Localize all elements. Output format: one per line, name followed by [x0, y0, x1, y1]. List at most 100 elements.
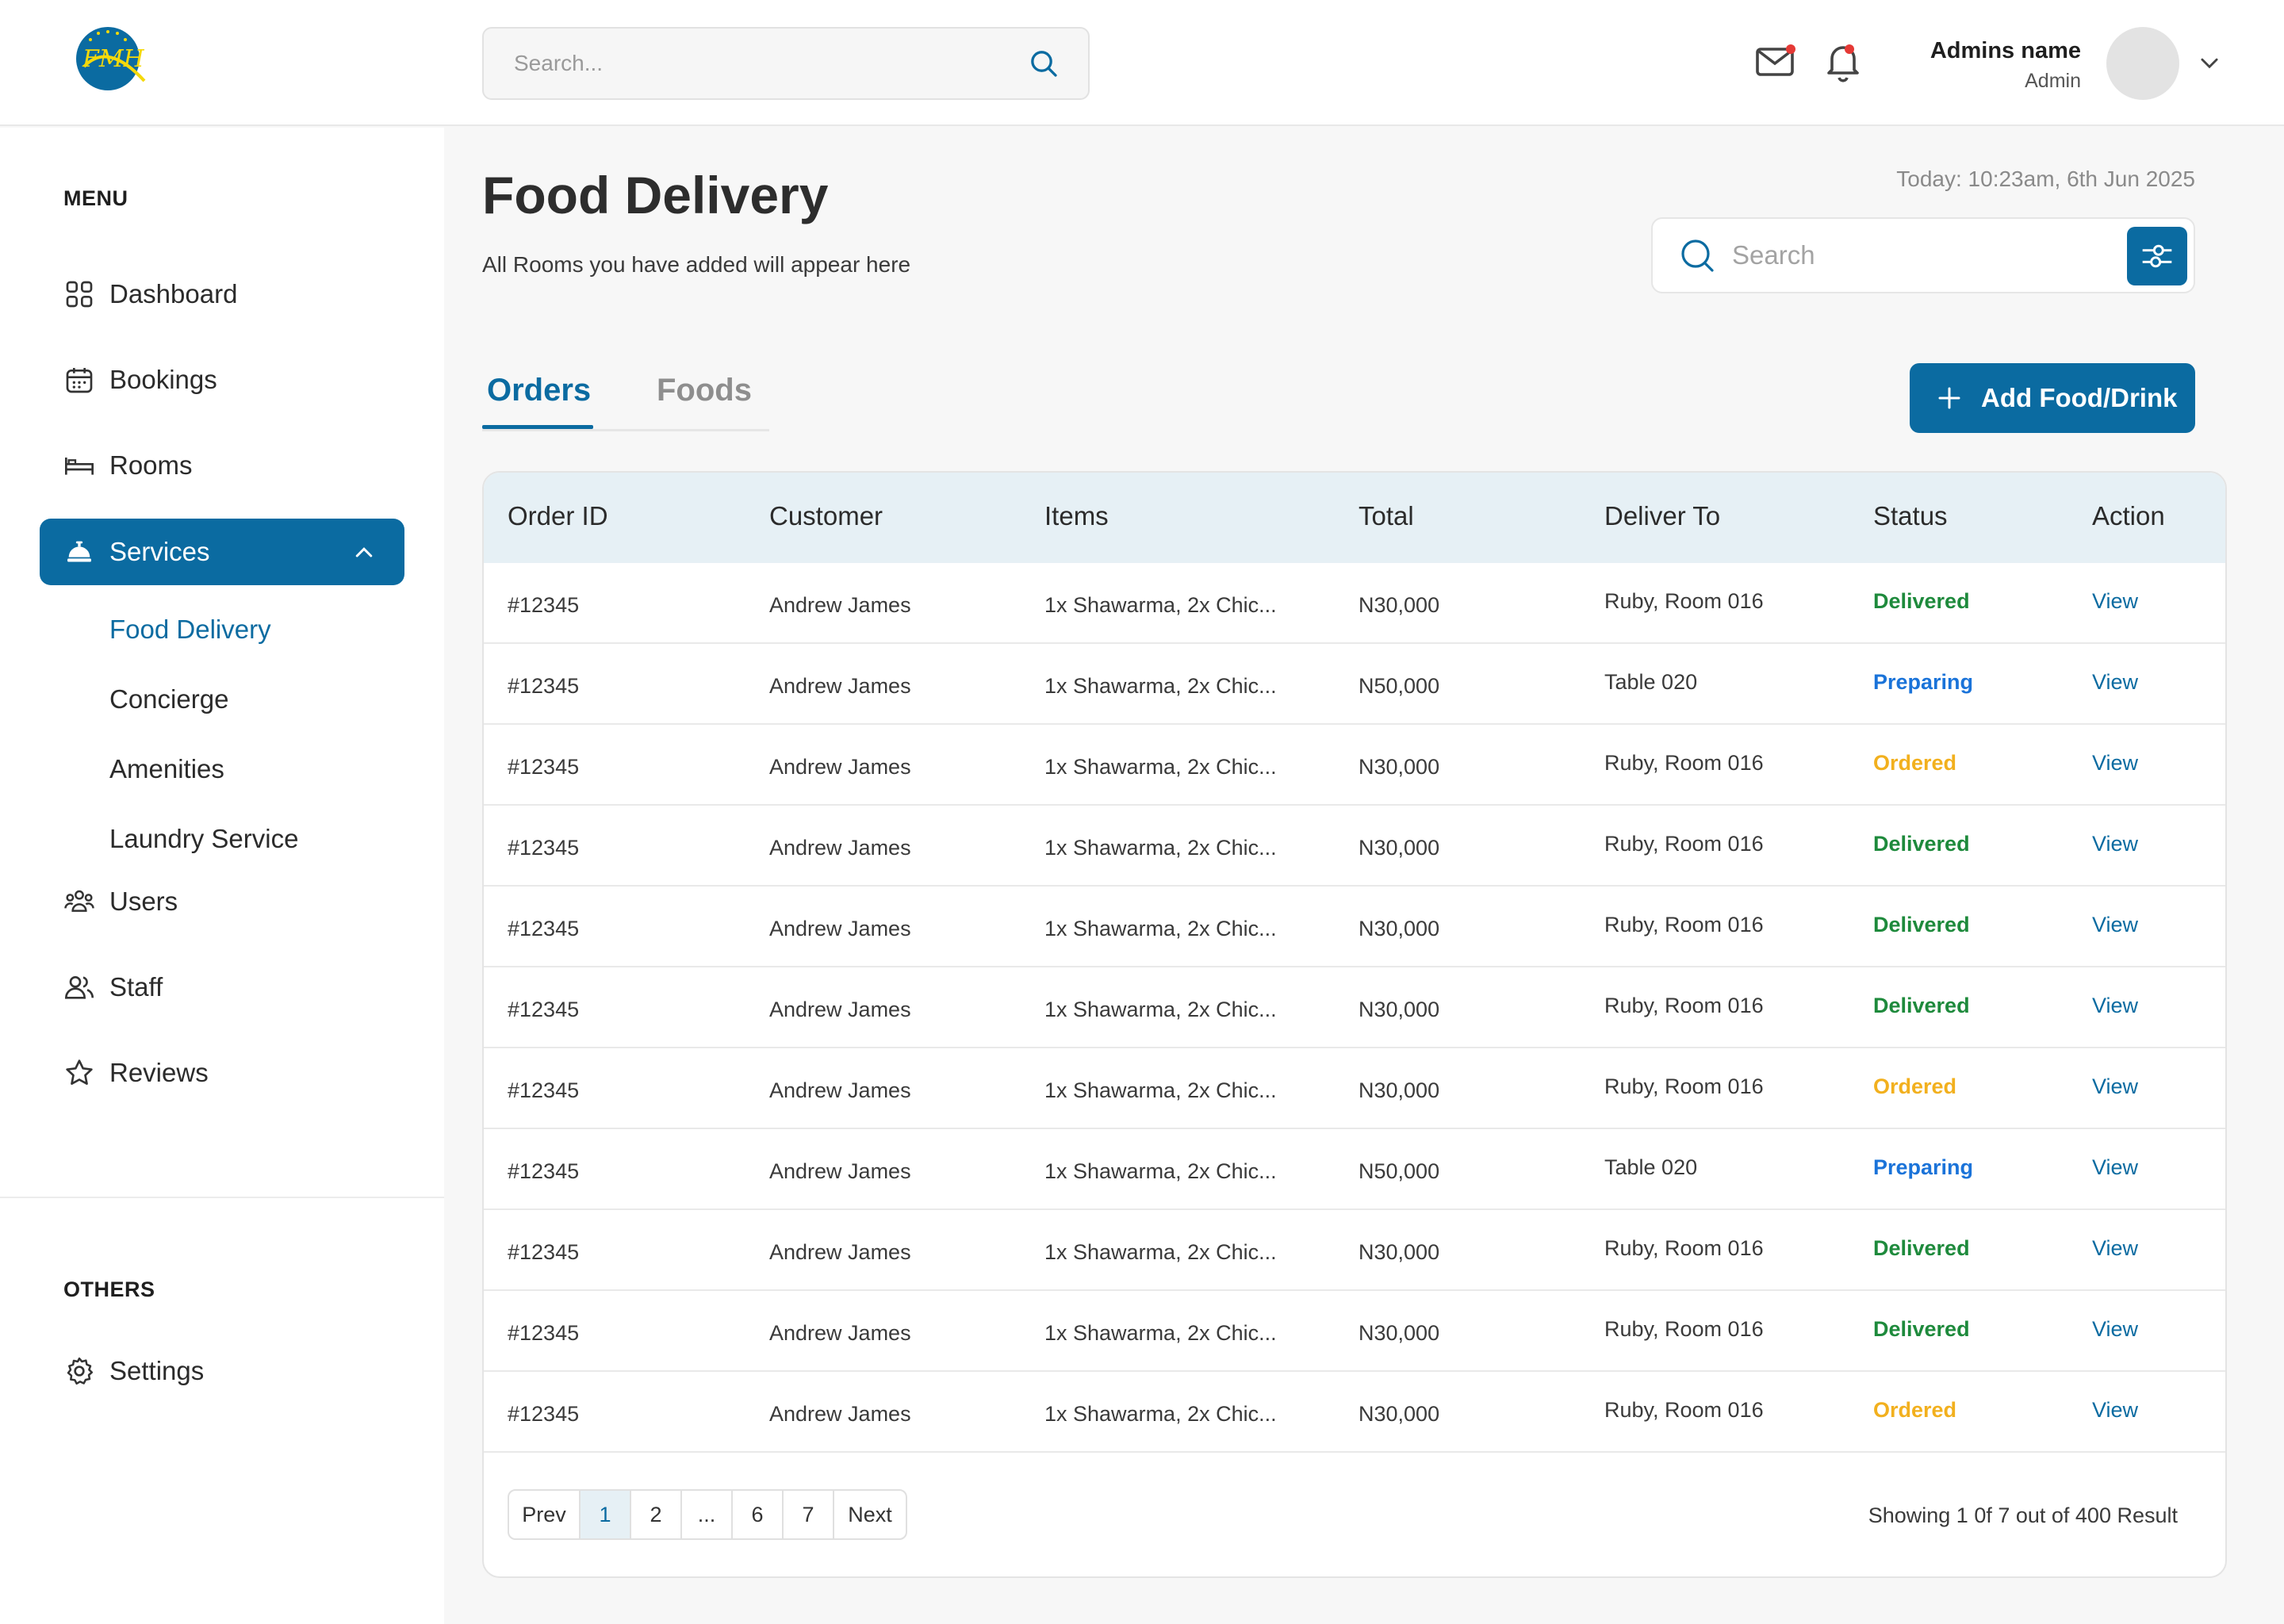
column-header-status[interactable]: Status	[1873, 501, 1948, 530]
total-cell: N30,000	[1359, 1402, 1440, 1426]
tab-bar: Orders Foods	[482, 366, 769, 431]
deliver-to-cell: Table 020	[1604, 1155, 1698, 1179]
sidebar-item-users[interactable]: Users	[40, 868, 404, 935]
today-timestamp: Today: 10:23am, 6th Jun 2025	[1896, 167, 2195, 191]
total-cell: N30,000	[1359, 755, 1440, 779]
sidebar-item-label: Services	[109, 537, 210, 566]
table-row: #12345 Andrew James 1x Shawarma, 2x Chic..…	[484, 644, 2225, 725]
deliver-to-cell: Ruby, Room 016	[1604, 751, 1764, 775]
deliver-to-cell: Ruby, Room 016	[1604, 1398, 1764, 1422]
order-id-cell: #12345	[508, 1240, 580, 1264]
page-title: Food Delivery	[482, 166, 829, 224]
customer-cell: Andrew James	[769, 836, 911, 860]
view-link[interactable]: View	[2092, 1317, 2139, 1341]
total-cell: N50,000	[1359, 1159, 1440, 1183]
orders-search-input[interactable]	[1732, 240, 2194, 270]
sidebar-item-reviews[interactable]: Reviews	[40, 1040, 404, 1106]
sidebar-divider	[0, 1197, 444, 1198]
calendar-icon	[66, 368, 93, 393]
customer-cell: Andrew James	[769, 917, 911, 940]
column-header-items[interactable]: Items	[1044, 501, 1109, 530]
messages-button[interactable]	[1754, 41, 1799, 86]
customer-cell: Andrew James	[769, 593, 911, 617]
view-link[interactable]: View	[2092, 832, 2139, 856]
avatar[interactable]	[2106, 27, 2179, 100]
order-id-cell: #12345	[508, 1159, 580, 1183]
filter-button[interactable]	[2127, 227, 2187, 285]
orders-search[interactable]	[1651, 217, 2195, 293]
view-link[interactable]: View	[2092, 994, 2139, 1017]
total-cell: N30,000	[1359, 1240, 1440, 1264]
notifications-button[interactable]	[1822, 40, 1867, 84]
pagination-ellipsis: ...	[682, 1491, 733, 1538]
add-food-drink-button[interactable]: Add Food/Drink	[1910, 363, 2195, 433]
sidebar-item-rooms[interactable]: Rooms	[40, 432, 404, 499]
table-row: #12345 Andrew James 1x Shawarma, 2x Chic..…	[484, 887, 2225, 967]
search-icon[interactable]	[1028, 48, 1060, 79]
status-badge: Ordered	[1873, 1074, 1957, 1098]
pagination-page-6[interactable]: 6	[733, 1491, 784, 1538]
sidebar-item-settings[interactable]: Settings	[40, 1338, 404, 1404]
view-link[interactable]: View	[2092, 1155, 2139, 1179]
pagination-page-7[interactable]: 7	[784, 1491, 834, 1538]
plus-icon	[1938, 387, 1960, 409]
pagination-page-1[interactable]: 1	[581, 1491, 631, 1538]
sidebar-item-label: Users	[109, 887, 178, 916]
column-header-customer[interactable]: Customer	[769, 501, 883, 530]
total-cell: N50,000	[1359, 674, 1440, 698]
status-badge: Delivered	[1873, 1317, 1970, 1341]
global-search-input[interactable]	[514, 51, 1028, 76]
view-link[interactable]: View	[2092, 1398, 2139, 1422]
bed-icon	[65, 458, 94, 475]
tab-foods[interactable]: Foods	[657, 373, 752, 408]
sidebar-item-label: Bookings	[109, 365, 217, 394]
deliver-to-cell: Ruby, Room 016	[1604, 1236, 1764, 1260]
items-cell: 1x Shawarma, 2x Chic...	[1044, 1240, 1277, 1264]
status-badge: Ordered	[1873, 1398, 1957, 1422]
global-search[interactable]	[482, 27, 1090, 100]
items-cell: 1x Shawarma, 2x Chic...	[1044, 917, 1277, 940]
sidebar-subitem-food-delivery[interactable]: Food Delivery	[109, 615, 271, 644]
chevron-down-icon[interactable]	[2197, 52, 2222, 73]
active-tab-indicator	[482, 425, 593, 429]
column-header-deliver-to[interactable]: Deliver To	[1604, 501, 1721, 530]
view-link[interactable]: View	[2092, 670, 2139, 694]
deliver-to-cell: Table 020	[1604, 670, 1698, 694]
total-cell: N30,000	[1359, 1078, 1440, 1102]
pagination-page-2[interactable]: 2	[631, 1491, 682, 1538]
pagination-prev[interactable]: Prev	[509, 1491, 581, 1538]
pagination-next[interactable]: Next	[848, 1502, 892, 1526]
status-badge: Delivered	[1873, 994, 1970, 1017]
chevron-up-icon[interactable]	[352, 541, 376, 563]
sidebar-item-staff[interactable]: Staff	[40, 954, 404, 1021]
sidebar-subitem-concierge[interactable]: Concierge	[109, 684, 229, 714]
sidebar-subitem-laundry-service[interactable]: Laundry Service	[109, 824, 299, 853]
sidebar-item-bookings[interactable]: Bookings	[40, 347, 404, 413]
gear-icon	[67, 1357, 94, 1385]
grid-icon	[66, 281, 93, 308]
order-id-cell: #12345	[508, 755, 580, 779]
items-cell: 1x Shawarma, 2x Chic...	[1044, 836, 1277, 860]
users-icon	[64, 890, 94, 912]
page-subtitle: All Rooms you have added will appear her…	[482, 252, 911, 277]
user-role: Admin	[2025, 70, 2081, 92]
customer-cell: Andrew James	[769, 1159, 911, 1183]
pagination: Prev 1 2 ... 6 7 Next	[508, 1489, 907, 1540]
sidebar-item-services[interactable]: Services	[40, 519, 404, 585]
table-row: #12345 Andrew James 1x Shawarma, 2x Chic..…	[484, 1210, 2225, 1291]
view-link[interactable]: View	[2092, 1074, 2139, 1098]
svg-text:FMH: FMH	[82, 45, 145, 73]
view-link[interactable]: View	[2092, 1236, 2139, 1260]
column-header-total[interactable]: Total	[1359, 501, 1414, 530]
hotel-logo[interactable]: FMH	[73, 25, 149, 94]
tab-orders[interactable]: Orders	[487, 373, 592, 408]
sidebar-subitem-amenities[interactable]: Amenities	[109, 754, 224, 783]
column-header-order-id[interactable]: Order ID	[508, 501, 608, 530]
view-link[interactable]: View	[2092, 589, 2139, 613]
view-link[interactable]: View	[2092, 913, 2139, 936]
sidebar-item-dashboard[interactable]: Dashboard	[40, 261, 404, 327]
others-section-label: OTHERS	[63, 1277, 155, 1301]
view-link[interactable]: View	[2092, 751, 2139, 775]
table-row: #12345 Andrew James 1x Shawarma, 2x Chic..…	[484, 1291, 2225, 1372]
items-cell: 1x Shawarma, 2x Chic...	[1044, 755, 1277, 779]
